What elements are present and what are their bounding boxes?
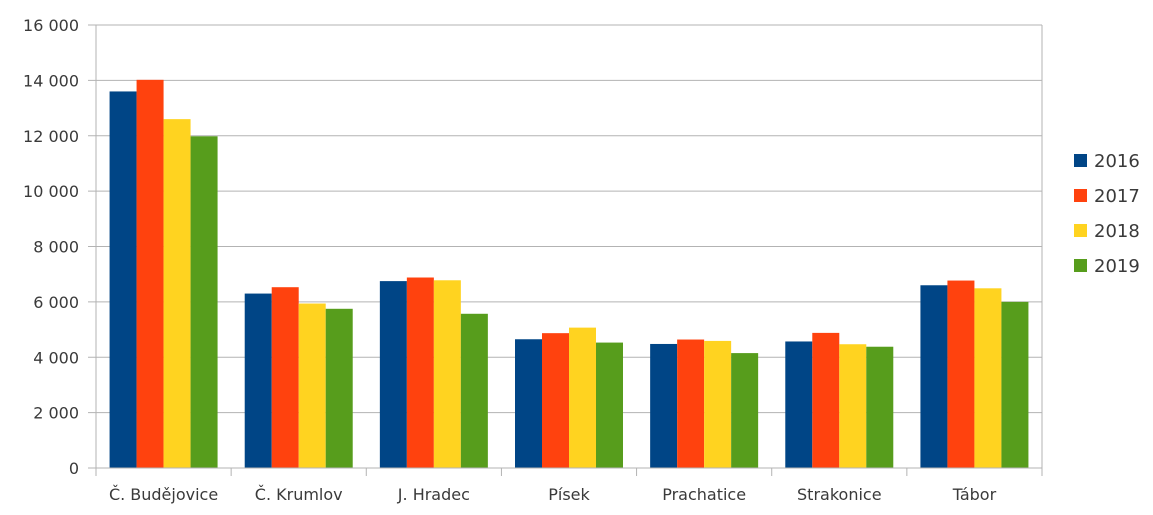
bar-2016-5 bbox=[785, 341, 813, 468]
bar-2018-2 bbox=[433, 280, 461, 468]
bar-2018-4 bbox=[704, 340, 732, 468]
x-category-label: Písek bbox=[548, 485, 590, 504]
bar-2019-6 bbox=[1001, 301, 1029, 468]
y-tick-label: 2 000 bbox=[33, 404, 79, 423]
legend-label-2016: 2016 bbox=[1094, 151, 1140, 172]
bar-2019-5 bbox=[866, 346, 894, 468]
y-tick-label: 4 000 bbox=[33, 348, 79, 367]
bar-2016-0 bbox=[109, 91, 137, 468]
bar-2016-1 bbox=[244, 293, 272, 468]
legend-label-2018: 2018 bbox=[1094, 221, 1140, 242]
x-category-label: Tábor bbox=[952, 485, 997, 504]
legend-label-2019: 2019 bbox=[1094, 256, 1140, 277]
bar-2018-3 bbox=[569, 327, 596, 468]
bar-2016-2 bbox=[379, 281, 407, 468]
bar-2017-1 bbox=[271, 287, 299, 468]
bar-2016-4 bbox=[650, 343, 678, 468]
legend-swatch-2018 bbox=[1074, 224, 1087, 237]
y-tick-label: 16 000 bbox=[23, 16, 79, 35]
y-tick-label: 14 000 bbox=[23, 71, 79, 90]
x-category-label: Prachatice bbox=[662, 485, 746, 504]
legend-label-2017: 2017 bbox=[1094, 186, 1140, 207]
bar-2016-3 bbox=[515, 339, 542, 468]
y-tick-label: 12 000 bbox=[23, 127, 79, 146]
bar-2019-2 bbox=[460, 313, 488, 468]
legend-swatch-2019 bbox=[1074, 259, 1087, 272]
bar-2018-1 bbox=[298, 303, 326, 468]
y-tick-label: 8 000 bbox=[33, 238, 79, 257]
x-category-label: J. Hradec bbox=[397, 485, 470, 504]
bar-2017-4 bbox=[677, 339, 705, 468]
bar-2017-3 bbox=[542, 333, 569, 468]
y-tick-label: 6 000 bbox=[33, 293, 79, 312]
bar-2018-5 bbox=[839, 344, 867, 468]
bar-2017-5 bbox=[812, 332, 840, 468]
bar-2019-1 bbox=[325, 308, 353, 468]
bar-2019-4 bbox=[731, 353, 759, 468]
bar-2019-3 bbox=[596, 342, 623, 468]
bar-2017-2 bbox=[406, 277, 434, 468]
bar-2016-6 bbox=[920, 285, 948, 468]
legend-swatch-2017 bbox=[1074, 189, 1087, 202]
y-tick-label: 10 000 bbox=[23, 182, 79, 201]
bar-2018-0 bbox=[163, 119, 191, 468]
bar-2019-0 bbox=[190, 136, 218, 468]
x-category-label: Č. Budějovice bbox=[109, 485, 218, 504]
x-category-label: Strakonice bbox=[797, 485, 882, 504]
x-category-label: Č. Krumlov bbox=[255, 485, 343, 504]
bar-2018-6 bbox=[974, 288, 1002, 468]
legend-swatch-2016 bbox=[1074, 154, 1087, 167]
y-tick-label: 0 bbox=[69, 459, 79, 478]
bar-2017-6 bbox=[947, 280, 975, 468]
bar-2017-0 bbox=[136, 79, 164, 468]
